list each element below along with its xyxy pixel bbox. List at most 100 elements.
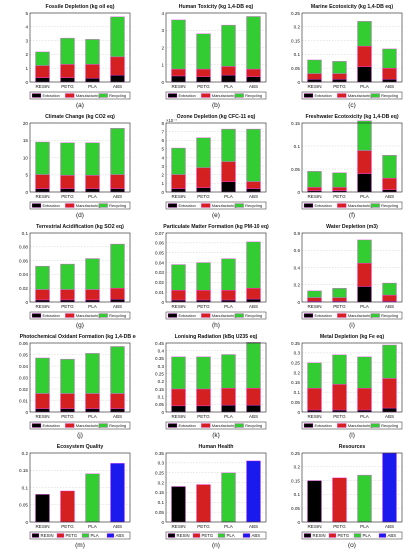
bar-segment-recycling-resin xyxy=(307,171,322,188)
legend-label: Extraction xyxy=(315,423,332,428)
bar-segment-recycling-abs xyxy=(110,346,125,394)
bar-segment-extraction-abs xyxy=(382,407,397,413)
y-tick-label: 0 xyxy=(297,80,300,85)
legend-swatch xyxy=(167,423,178,428)
bar-segment-recycling-pla xyxy=(221,24,236,67)
bar-segment-extraction-abs xyxy=(382,79,397,83)
x-tick-label: PETG xyxy=(197,194,210,199)
bar-segment-extraction-pla xyxy=(85,408,100,413)
legend-swatch xyxy=(234,203,244,208)
bar-segment-manufacturing-petg xyxy=(196,167,211,188)
bar-segment-recycling-pla xyxy=(85,353,100,394)
y-tick-label: 0.35 xyxy=(155,356,164,361)
y-tick-label: 0 xyxy=(161,80,164,85)
bar-segment-recycling-resin xyxy=(171,356,186,390)
bar-segment-extraction-abs xyxy=(246,404,261,413)
legend-label: Extraction xyxy=(179,423,196,428)
chart-svg: Human Health 0 0.05 0.1 0.15 0.2 0.25 0.3 0.35 RE… xyxy=(155,444,267,549)
chart-svg: Ozone Depletion (kg CFC-11 eq) 0 1 2 3 4 5 6 7 8×… xyxy=(161,114,267,219)
chart-svg: Particulate Matter Formation (kg PM-10 e… xyxy=(155,224,269,329)
bar-segment-recycling-resin xyxy=(35,141,50,175)
y-tick-label: 0.04 xyxy=(19,364,28,369)
chart-svg: Marine Ecotoxicity (kg 1,4-DB eq) 0 0.05 0.… xyxy=(291,4,403,109)
bar-segment-extraction-pla xyxy=(85,188,100,193)
y-tick-label: 0.3 xyxy=(158,364,165,369)
bar-segment-recycling-petg xyxy=(332,172,347,188)
legend-label: ABS xyxy=(116,533,125,538)
bar-segment-extraction-resin xyxy=(35,408,50,413)
y-tick-label: 0.2 xyxy=(294,465,301,470)
bar-segment-manufacturing-resin xyxy=(35,65,50,78)
y-tick-label: 0 xyxy=(25,300,28,305)
legend-swatch xyxy=(370,203,380,208)
bar-segment-manufacturing-pla xyxy=(85,64,100,79)
x-tick-label: ABS xyxy=(113,524,122,529)
y-tick-label: 0.8 xyxy=(294,231,301,236)
plot-frame xyxy=(29,12,131,83)
bar-segment-manufacturing-resin xyxy=(307,73,322,80)
y-tick-label: 7 xyxy=(161,129,164,134)
legend-swatch xyxy=(31,423,42,428)
x-tick-label: PETG xyxy=(61,414,74,419)
legend-label: Recycling xyxy=(245,313,262,318)
chart-panel-f: Freshwater Ecotoxicity (kg 1,4-DB eq) 0 0.… xyxy=(272,110,408,220)
x-tick-label: ABS xyxy=(113,304,122,309)
bar-segment-extraction-resin xyxy=(307,79,322,83)
bar-segment-manufacturing-petg xyxy=(196,388,211,407)
legend-label: Extraction xyxy=(43,423,60,428)
chart-panel-j: Photochemical Oxidant Formation (kg 1,4-… xyxy=(0,330,141,440)
panel-caption: (e) xyxy=(212,212,220,219)
y-tick-label: 0.02 xyxy=(155,280,164,285)
bar-segment-manufacturing-resin xyxy=(307,297,322,302)
chart-panel-i: Water Depletion (m3) 0 0.2 0.4 0.6 0.8 RESIN PE… xyxy=(272,220,408,330)
legend-swatch xyxy=(201,93,211,98)
legend-box xyxy=(29,201,131,210)
y-tick-label: 0.06 xyxy=(19,258,28,263)
bar-segment-recycling-petg xyxy=(60,37,75,65)
x-tick-label: PLA xyxy=(360,194,370,199)
bar-segment-recycling-resin xyxy=(307,362,322,389)
x-tick-label: PETG xyxy=(333,304,346,309)
bar-segment-recycling-petg xyxy=(332,354,347,385)
legend-box xyxy=(29,311,131,320)
y-tick-label: 1 xyxy=(25,66,28,71)
y-tick-label: 0.05 xyxy=(291,66,300,71)
bar-segment-manufacturing-resin xyxy=(171,68,186,77)
x-tick-label: RESIN xyxy=(171,194,185,199)
x-tick-label: PLA xyxy=(224,84,234,89)
x-tick-label: PLA xyxy=(224,304,234,309)
legend-swatch xyxy=(370,423,380,428)
legend-label: Recycling xyxy=(109,93,126,98)
bar-segment-extraction-abs xyxy=(246,76,261,83)
plot-frame xyxy=(29,452,131,523)
legend-swatch xyxy=(98,203,108,208)
legend-box xyxy=(301,201,403,210)
y-tick-label: 0.1 xyxy=(294,492,301,497)
legend-swatch xyxy=(65,203,75,208)
y-tick-label: 3 xyxy=(161,28,164,33)
y-tick-label: 5 xyxy=(25,11,28,16)
bar-segment-extraction-abs xyxy=(110,299,125,303)
bar-segment-manufacturing-petg xyxy=(60,289,75,301)
y-tick-label: 0.03 xyxy=(19,375,28,380)
legend-swatch xyxy=(303,203,314,208)
legend-label: Extraction xyxy=(315,93,332,98)
legend-swatch xyxy=(192,533,201,538)
panel-caption: (h) xyxy=(212,322,220,329)
legend-swatch xyxy=(370,313,380,318)
y-tick-label: 0.1 xyxy=(158,394,165,399)
legend-swatch xyxy=(98,93,108,98)
legend-swatch xyxy=(201,423,211,428)
chart-title: Marine Ecotoxicity (kg 1,4-DB eq) xyxy=(311,4,393,10)
plot-frame xyxy=(29,122,131,193)
bar-segment-recycling-abs xyxy=(110,243,125,289)
legend-label: Recycling xyxy=(381,423,398,428)
panel-caption: (f) xyxy=(349,212,355,219)
bar-segment-extraction-abs xyxy=(110,408,125,413)
bar-segment-manufacturing-abs xyxy=(246,181,261,189)
bar-petg xyxy=(332,477,347,523)
y-tick-label: 0 xyxy=(161,190,164,195)
y-tick-label: 0.07 xyxy=(155,231,164,236)
legend-label: Extraction xyxy=(43,313,60,318)
legend-box xyxy=(29,91,131,100)
